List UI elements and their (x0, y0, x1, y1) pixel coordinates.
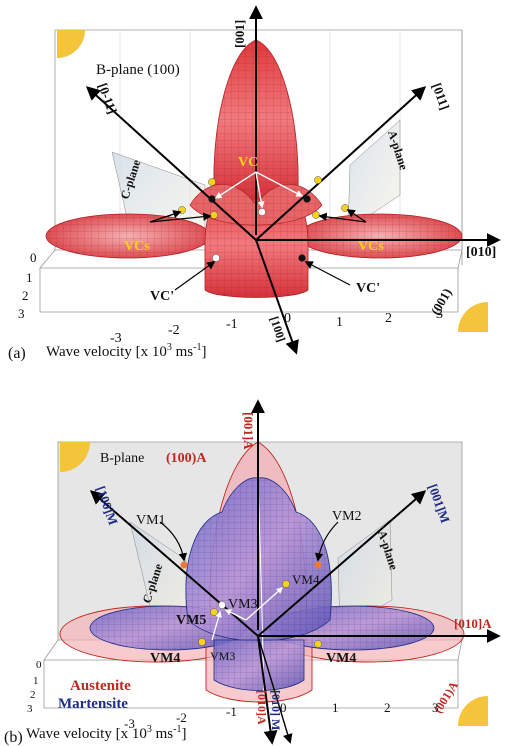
depth-tick: 0 (36, 659, 42, 671)
panel-b-label: (b) (4, 729, 23, 746)
x-tick: -1 (226, 704, 237, 719)
panel-b-vm4a-label: VM4 (292, 572, 320, 587)
panel-b-x-ticks: -3 -2 -1 0 1 2 3 (124, 700, 439, 731)
panel-a-dir-010-label: [010] (466, 245, 496, 260)
panel-a-label: (a) (8, 345, 26, 362)
panel-a-box (39, 29, 463, 313)
panel-b-vm4c-label: VM4 (326, 651, 356, 666)
x-tick: 0 (284, 311, 291, 326)
x-tick: -2 (168, 323, 180, 338)
depth-tick: 1 (33, 675, 39, 687)
panel-a-dir-001-label: [001] (232, 20, 247, 48)
x-tick: -1 (226, 317, 238, 332)
axis-0m11-arrow (85, 86, 257, 241)
panel-b-pointers (159, 521, 339, 562)
panel-b-vm-points (180, 561, 322, 648)
panel-a-depth-ticks: 0 1 2 3 (18, 250, 37, 321)
x-tick: -3 (110, 331, 122, 346)
panel-b-vm3a-label: VM3 (228, 597, 258, 612)
panel-a-x-ticks: -3 -2 -1 0 1 2 3 (110, 307, 443, 346)
panel-a-vcs-right-label: VCs (358, 239, 384, 254)
panel-a-label-pointers (149, 209, 367, 291)
panel-a: B-plane (100) [001] [0-11] [011] C-plane… (8, 5, 501, 362)
panel-a-vc-pointers (214, 171, 304, 209)
depth-tick: 2 (22, 288, 29, 303)
panel-a-b-plane-label: B-plane (100) (96, 62, 180, 78)
depth-tick: 2 (30, 689, 36, 701)
panel-b-vm1-label: VM1 (136, 513, 166, 528)
panel-b-vm5-label: VM5 (176, 613, 206, 628)
legend-martensite: Martensite (58, 696, 128, 712)
axis-011-arrow (255, 86, 427, 241)
axis-100-arrow (255, 239, 299, 355)
panel-b-b-plane-label: B-plane (100, 451, 144, 466)
panel-b-dir-010A-bottom-label: [010]A (255, 690, 269, 725)
x-tick: 3 (436, 307, 443, 322)
x-tick: 1 (336, 315, 343, 330)
panel-a-vcp-right-label: VC' (356, 281, 380, 296)
panel-b-x-axis-label: Wave velocity [x 103 ms-1] (26, 724, 186, 742)
panel-b-vm3b-label: VM3 (210, 649, 235, 663)
panel-b-corner-marker-b (60, 442, 90, 472)
panel-b: B-plane (100)A [001]A [100]M [001]M C-pl… (4, 399, 501, 746)
axis-001M-arrow (257, 490, 427, 637)
x-tick: -3 (124, 716, 135, 731)
depth-tick: 3 (18, 306, 25, 321)
panel-b-dir-010M-label: [010] M (269, 690, 283, 730)
panel-a-vc-label: VC (238, 155, 258, 170)
panel-a-corner-marker-001 (458, 302, 488, 332)
x-tick: 1 (332, 700, 339, 715)
panel-b-depth-ticks: 0 1 2 3 (27, 659, 42, 715)
x-tick: 0 (280, 700, 287, 715)
x-tick: 3 (432, 700, 439, 715)
panel-b-b-plane-red-label: (100)A (166, 451, 207, 466)
panel-b-vm4b-label: VM4 (150, 651, 180, 666)
panel-a-corner-marker-b (57, 30, 85, 58)
panel-b-corner-marker-001 (458, 696, 488, 726)
axis-010M-arrow (257, 635, 293, 744)
depth-tick: 1 (26, 270, 33, 285)
depth-tick: 0 (30, 250, 37, 265)
depth-tick: 3 (27, 703, 33, 715)
panel-a-x-axis-label: Wave velocity [x 103 ms-1] (46, 342, 206, 360)
x-tick: 2 (384, 700, 391, 715)
panel-b-dir-010A-right-label: [010]A (454, 616, 492, 631)
panel-a-dir-011-label: [011] (429, 81, 452, 112)
axis-010A-down-arrow (257, 635, 278, 745)
panel-b-dir-001A-label: [001]A (241, 412, 256, 450)
panel-b-white-pointers (211, 587, 283, 641)
panel-b-martensite-surface (89, 477, 435, 691)
panel-a-vcp-left-label: VC' (150, 289, 174, 304)
x-tick: 2 (385, 311, 392, 326)
panel-b-vm2-label: VM2 (332, 509, 362, 524)
x-tick: -2 (176, 710, 187, 725)
legend-austenite: Austenite (70, 678, 131, 694)
panel-a-vcs-left-label: VCs (124, 239, 150, 254)
